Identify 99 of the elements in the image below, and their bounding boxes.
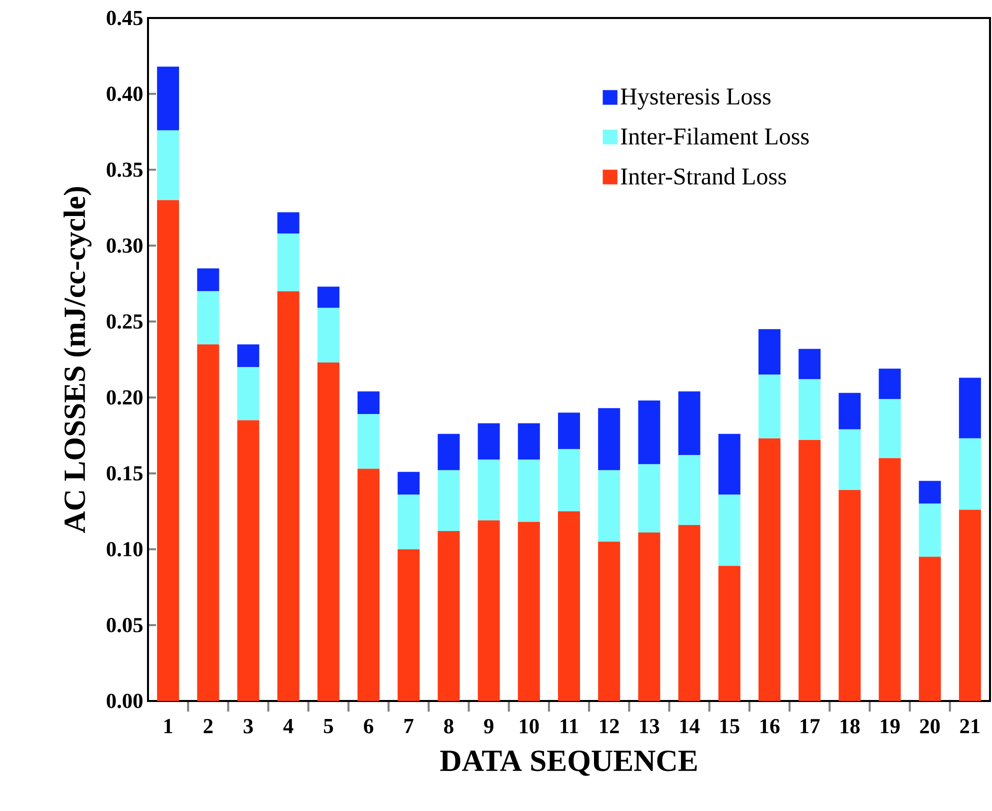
bar <box>358 414 380 469</box>
x-tick-label: 21 <box>960 719 980 734</box>
x-tick-label: 4 <box>283 719 294 734</box>
bar <box>678 391 700 456</box>
y-tick-label: 0.05 <box>106 618 143 632</box>
bar <box>718 566 740 701</box>
bar <box>878 458 901 701</box>
x-tick-label: 17 <box>800 719 820 734</box>
bar <box>317 362 340 701</box>
bar <box>638 532 660 701</box>
bar <box>558 412 580 450</box>
bar <box>478 520 500 701</box>
bar <box>638 400 660 464</box>
bar <box>678 455 700 525</box>
bar <box>838 392 861 430</box>
bar <box>197 344 220 701</box>
bar <box>958 510 981 701</box>
y-tick-label: 0.45 <box>106 10 143 26</box>
bar <box>478 423 500 460</box>
bar <box>237 420 260 701</box>
x-tick-label: 5 <box>324 719 333 734</box>
bar <box>277 291 300 701</box>
bar <box>798 348 821 380</box>
bar <box>317 286 340 308</box>
bar <box>638 464 660 533</box>
bar <box>197 291 220 344</box>
bar <box>718 434 740 495</box>
legend-label: Inter-Filament Loss <box>620 128 809 145</box>
legend-label: Hysteresis Loss <box>620 88 771 110</box>
y-tick-label: 0.40 <box>106 86 142 102</box>
bar <box>438 470 460 532</box>
x-tick-label: 11 <box>560 719 578 734</box>
bar <box>878 398 901 458</box>
x-tick-label: 15 <box>720 719 740 734</box>
x-tick-label: 19 <box>880 719 900 734</box>
x-tick-label: 1 <box>164 719 172 734</box>
bar <box>398 472 420 495</box>
bar <box>718 494 740 566</box>
bar <box>758 329 780 375</box>
bar <box>157 200 180 701</box>
x-tick-label: 14 <box>680 719 700 734</box>
x-tick-label: 2 <box>204 719 213 734</box>
bar <box>878 368 901 399</box>
x-axis-title: DATA SEQUENCE <box>440 750 697 776</box>
y-tick-label: 0.25 <box>106 314 143 329</box>
bar <box>798 379 821 440</box>
bar <box>358 468 380 701</box>
bar <box>518 423 540 460</box>
bar <box>157 130 180 200</box>
x-tick-label: 10 <box>520 719 539 734</box>
bar <box>758 374 780 438</box>
y-tick-label: 0.35 <box>106 162 143 178</box>
bar <box>518 460 540 522</box>
x-tick-label: 8 <box>444 719 454 734</box>
bar <box>838 490 861 701</box>
bar <box>478 460 500 520</box>
legend-label: Inter-Strand Loss <box>620 168 786 185</box>
bar <box>398 494 420 550</box>
y-tick-label: 0.30 <box>106 238 142 253</box>
bar <box>277 212 300 234</box>
bar <box>237 367 260 420</box>
bar <box>398 549 420 701</box>
x-tick-label: 18 <box>840 719 860 734</box>
bar <box>358 391 380 414</box>
bar <box>157 66 180 130</box>
bar <box>438 531 460 701</box>
y-tick-label: 0.20 <box>106 390 142 405</box>
x-tick-label: 20 <box>920 719 940 734</box>
bar <box>678 524 700 701</box>
y-tick-label: 0.10 <box>106 542 142 556</box>
x-tick-label: 16 <box>760 719 780 734</box>
y-tick-label: 0.15 <box>106 466 143 481</box>
bar <box>438 434 460 470</box>
bar <box>237 344 260 368</box>
x-tick-label: 7 <box>404 719 414 734</box>
bar <box>918 556 941 701</box>
x-tick-label: 6 <box>364 719 374 734</box>
bar <box>317 308 340 363</box>
x-tick-label: 12 <box>600 719 619 734</box>
y-tick-label: 0.00 <box>106 694 142 708</box>
bar <box>558 449 580 512</box>
bar <box>598 408 620 470</box>
bar <box>838 429 861 490</box>
bar <box>277 234 300 292</box>
bar <box>918 504 941 557</box>
bar <box>958 378 981 438</box>
bar <box>598 542 620 701</box>
x-tick-label: 13 <box>640 719 660 734</box>
bar <box>758 438 780 701</box>
bar <box>798 440 821 701</box>
bar <box>558 511 580 701</box>
bar <box>958 438 981 510</box>
y-axis-title: AC LOSSES (mJ/cc-cycle) <box>64 187 92 533</box>
bar <box>918 480 941 504</box>
bar <box>197 268 220 292</box>
x-tick-label: 3 <box>244 719 253 734</box>
bar <box>518 522 540 701</box>
bar <box>598 470 620 542</box>
x-tick-label: 9 <box>484 719 494 734</box>
